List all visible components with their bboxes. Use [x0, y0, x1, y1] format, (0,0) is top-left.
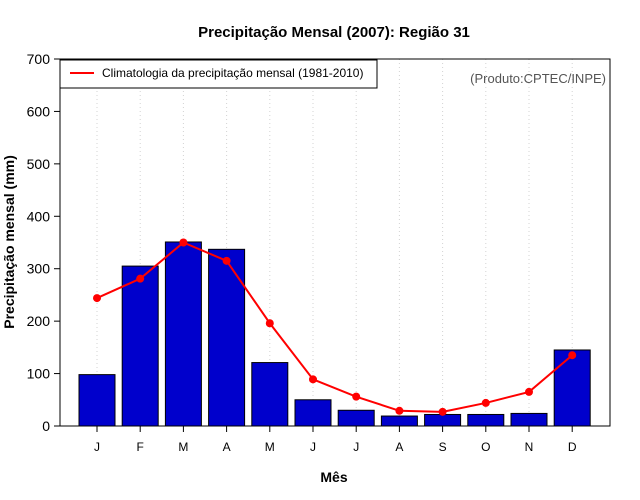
y-tick-label: 200	[27, 313, 51, 329]
climatology-point-0	[93, 294, 101, 303]
y-tick-label: 100	[27, 366, 51, 382]
x-tick-label: J	[94, 440, 100, 454]
bar-10	[510, 412, 548, 427]
x-tick-label: J	[353, 440, 359, 454]
climatology-point-9	[481, 398, 490, 407]
legend-label: Climatologia da precipitação mensal (198…	[102, 66, 363, 80]
legend: Climatologia da precipitação mensal (198…	[59, 59, 378, 89]
x-axis-title: Mês	[320, 469, 347, 485]
bar-11	[553, 349, 591, 427]
y-tick-label: 700	[27, 51, 51, 67]
climatology-point-6	[352, 392, 361, 401]
bar-4	[251, 362, 289, 427]
x-tick-label: M	[265, 440, 275, 454]
climatology-point-2	[179, 238, 188, 247]
x-tick-label: A	[223, 440, 231, 454]
x-tick-label: N	[525, 440, 534, 454]
climatology-point-10	[525, 387, 533, 396]
bar-9	[467, 413, 505, 427]
climatology-line	[93, 238, 577, 416]
legend-box	[59, 59, 378, 89]
bar-0	[78, 374, 116, 427]
y-tick-label: 600	[27, 103, 51, 119]
x-tick-label: J	[310, 440, 316, 454]
bar-1	[121, 265, 159, 427]
climatology-point-4	[265, 319, 274, 328]
climatology-point-8	[438, 407, 447, 416]
x-tick-label: M	[178, 440, 188, 454]
y-axis: 0 100 200 300 400 500 600 700	[27, 51, 60, 434]
climatology-point-7	[395, 406, 404, 415]
climatology-point-11	[568, 351, 577, 360]
climatology-point-1	[136, 274, 145, 283]
y-tick-label: 300	[27, 261, 51, 277]
bars	[78, 241, 591, 427]
x-tick-label: A	[395, 440, 403, 454]
climatology-point-5	[309, 375, 317, 384]
bar-6	[337, 409, 375, 427]
bar-2	[164, 241, 202, 427]
x-tick-label: O	[481, 440, 490, 454]
bar-8	[424, 413, 462, 427]
bar-5	[294, 399, 332, 427]
plot-frame	[59, 58, 611, 427]
credit-text: (Produto:CPTEC/INPE)	[470, 71, 606, 86]
x-tick-label: D	[568, 440, 577, 454]
climatology-point-3	[222, 256, 231, 265]
bar-7	[380, 415, 418, 427]
climatology-polyline	[96, 241, 573, 413]
x-tick-label: F	[137, 440, 144, 454]
y-tick-label: 0	[42, 418, 50, 434]
y-tick-label: 400	[27, 208, 51, 224]
chart-title: Precipitação Mensal (2007): Região 31	[198, 24, 470, 41]
bar-3	[208, 248, 246, 427]
y-tick-label: 500	[27, 156, 51, 172]
x-tick-label: S	[439, 440, 447, 454]
y-axis-title: Precipitação mensal (mm)	[1, 155, 17, 329]
